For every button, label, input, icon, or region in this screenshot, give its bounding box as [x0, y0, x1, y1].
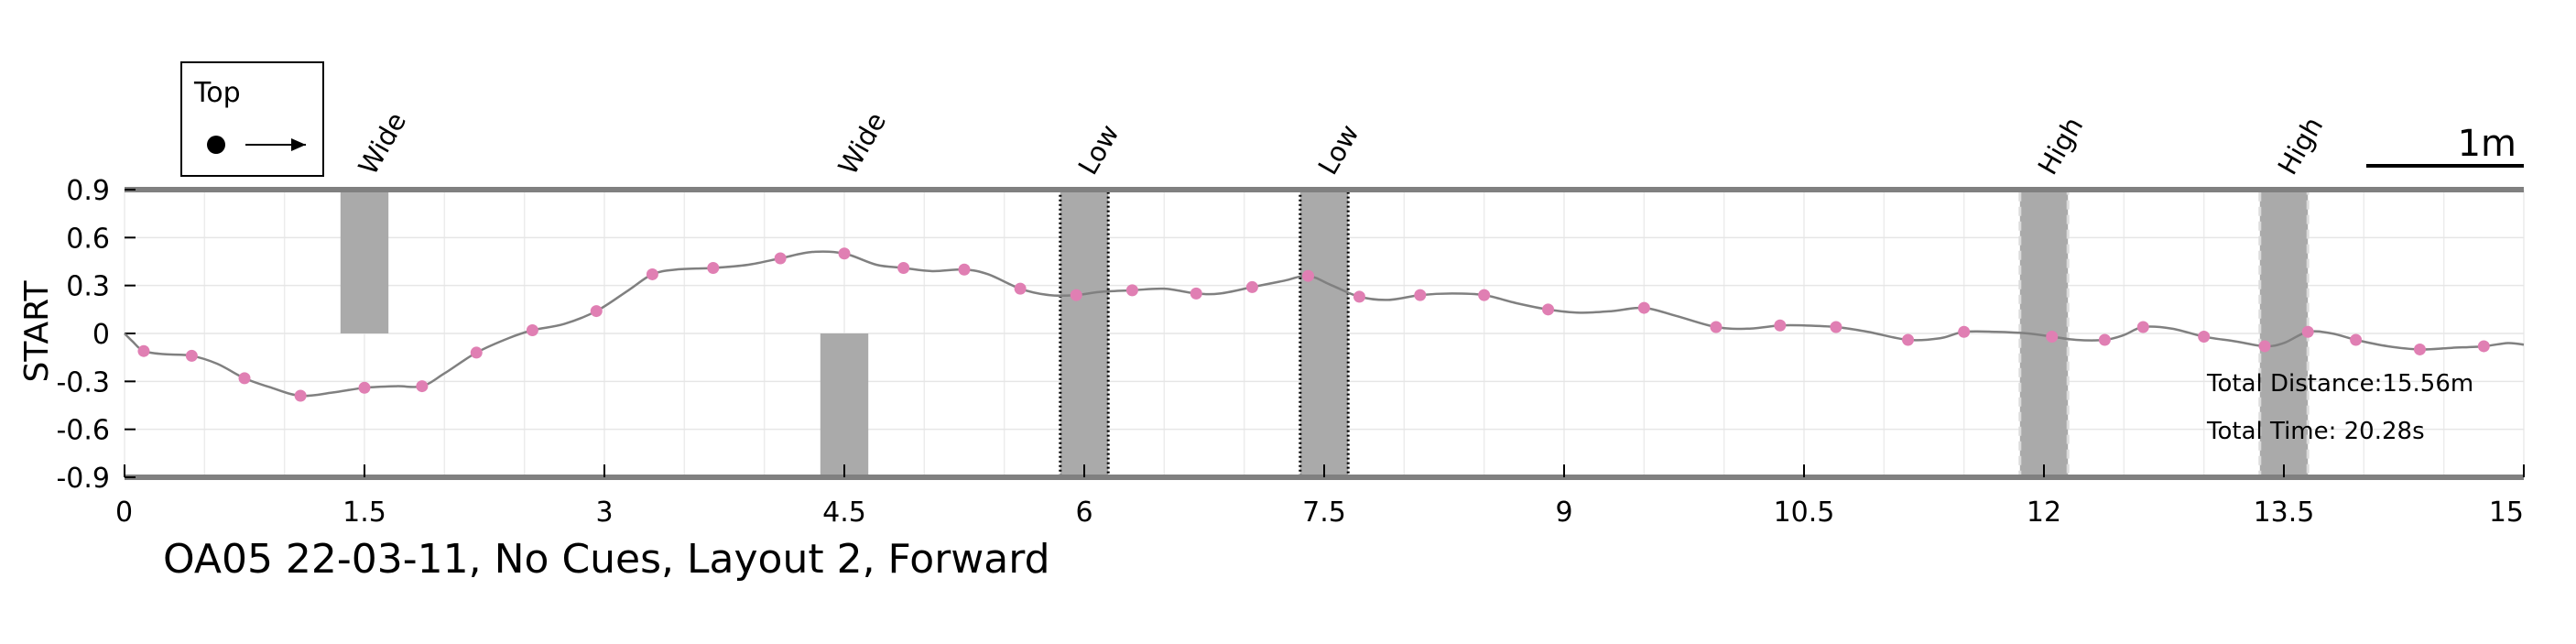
- obstacle-wide-2: [820, 333, 869, 477]
- x-tick-label: 3: [595, 497, 613, 529]
- legend-dot-icon: [207, 136, 225, 154]
- path-marker-point: [1830, 321, 1842, 333]
- path-marker-point: [470, 346, 483, 359]
- total-time-text: Total Time: 20.28s: [2206, 418, 2425, 445]
- y-tick-label: 0.9: [66, 175, 110, 207]
- path-marker-point: [1478, 289, 1491, 301]
- path-marker-point: [1190, 287, 1202, 300]
- y-axis-label: START: [18, 279, 56, 382]
- x-tick-label: 15: [2489, 497, 2524, 529]
- y-tick-label: -0.9: [56, 463, 110, 495]
- y-tick-label: 0: [92, 319, 110, 351]
- y-tick-label: -0.6: [56, 415, 110, 447]
- path-marker-point: [2350, 333, 2363, 346]
- path-marker-point: [1125, 284, 1138, 297]
- path-marker-point: [1353, 290, 1365, 303]
- path-marker-point: [137, 344, 150, 357]
- path-marker-point: [1014, 282, 1027, 295]
- path-marker-point: [646, 267, 658, 280]
- path-marker-point: [1302, 269, 1315, 282]
- path-marker-point: [2136, 321, 2149, 333]
- path-marker-point: [2477, 340, 2490, 353]
- x-tick-label: 13.5: [2254, 497, 2315, 529]
- path-marker-point: [958, 263, 971, 276]
- path-marker-point: [897, 261, 910, 274]
- path-marker-point: [1710, 321, 1723, 333]
- path-marker-point: [1902, 333, 1915, 346]
- path-marker-point: [2098, 333, 2111, 346]
- x-tick-label: 0: [115, 497, 133, 529]
- path-marker-point: [838, 247, 851, 260]
- y-tick-label: 0.3: [66, 271, 110, 303]
- path-marker-point: [2301, 325, 2314, 338]
- path-marker-point: [185, 349, 198, 362]
- y-tick-label: 0.6: [66, 223, 110, 255]
- x-tick-label: 10.5: [1774, 497, 1835, 529]
- obstacle-wide-1: [340, 190, 389, 333]
- path-marker-point: [707, 261, 720, 274]
- total-distance-text: Total Distance:15.56m: [2206, 370, 2473, 398]
- legend-box: [180, 61, 324, 177]
- obstacle-low-4: [1299, 188, 1350, 479]
- y-tick-label: -0.3: [56, 366, 110, 398]
- path-marker-point: [1070, 289, 1082, 301]
- path-marker-point: [238, 372, 251, 385]
- x-tick-label: 9: [1555, 497, 1572, 529]
- path-marker-point: [1774, 319, 1787, 332]
- path-marker-point: [774, 252, 787, 265]
- obstacle-low-3: [1059, 188, 1110, 479]
- path-marker-point: [1958, 325, 1971, 338]
- path-marker-point: [2198, 330, 2211, 343]
- path-markers: [137, 247, 2490, 402]
- path-marker-point: [358, 381, 371, 394]
- path-marker-point: [1542, 303, 1555, 316]
- x-tick-label: 1.5: [342, 497, 386, 529]
- x-tick-label: 4.5: [822, 497, 866, 529]
- x-tick-label: 7.5: [1302, 497, 1346, 529]
- path-marker-point: [1637, 301, 1650, 314]
- path-marker-point: [2258, 340, 2271, 353]
- x-tick-label: 6: [1075, 497, 1092, 529]
- axes: [124, 187, 2525, 480]
- legend-label: Top: [193, 77, 241, 109]
- chart-title: OA05 22-03-11, No Cues, Layout 2, Forwar…: [163, 536, 1050, 583]
- scale-bar: 1m: [2366, 123, 2524, 168]
- scale-bar-label: 1m: [2458, 123, 2516, 165]
- path-marker-point: [1414, 289, 1427, 301]
- tick-labels: 0 1.5 3 4.5 6 7.5 9 10.5 12 13.5 15 0.9 0.6 0.3 0 -0.3 -…: [56, 175, 2524, 529]
- path-marker-point: [526, 324, 538, 337]
- path-marker-point: [1245, 280, 1258, 293]
- legend-arrow-icon: [291, 138, 306, 151]
- x-tick-label: 12: [2027, 497, 2061, 529]
- path-marker-point: [590, 305, 603, 318]
- path-marker-point: [2413, 343, 2426, 355]
- path-marker-point: [416, 380, 429, 393]
- legend: Top: [180, 61, 324, 177]
- path-marker-point: [2046, 330, 2059, 343]
- path-marker-point: [294, 389, 307, 402]
